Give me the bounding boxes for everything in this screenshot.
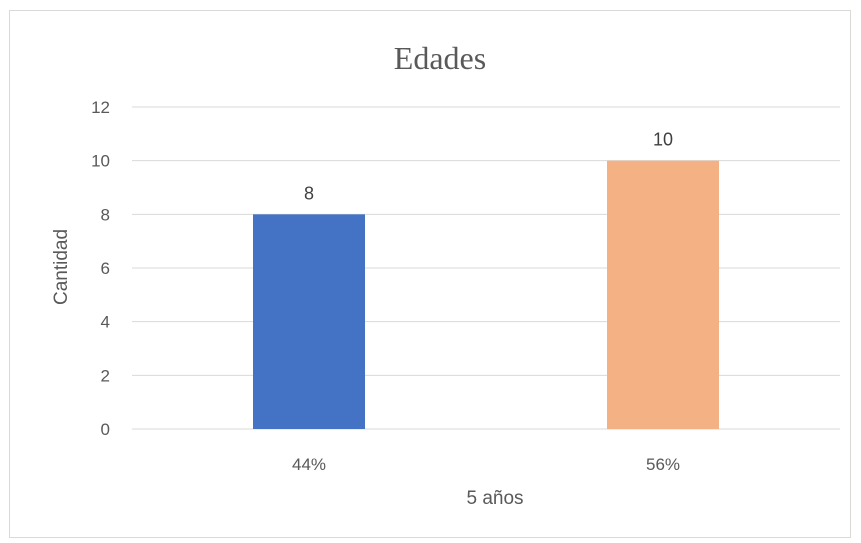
bar: [607, 160, 719, 429]
gridlines: [132, 106, 840, 430]
data-label: 8: [304, 183, 314, 203]
bars: [253, 160, 719, 429]
x-tick-label: 44%: [292, 455, 326, 474]
y-tick-label: 4: [101, 313, 110, 332]
y-axis-title: Cantidad: [51, 229, 72, 305]
y-tick-label: 12: [91, 98, 110, 117]
y-tick-labels: 0 2 4 6 8 10 12: [91, 98, 110, 439]
y-tick-label: 0: [101, 420, 110, 439]
bar: [253, 214, 365, 429]
data-labels: 8 10: [304, 130, 673, 204]
x-tick-labels: 44% 56%: [292, 455, 680, 474]
x-axis-title: 5 años: [466, 488, 523, 509]
data-label: 10: [653, 130, 673, 150]
y-tick-label: 6: [101, 259, 110, 278]
y-tick-label: 2: [101, 366, 110, 385]
x-tick-label: 56%: [646, 455, 680, 474]
y-tick-label: 8: [101, 205, 110, 224]
chart-title: Edades: [394, 40, 486, 76]
y-tick-label: 10: [91, 152, 110, 171]
